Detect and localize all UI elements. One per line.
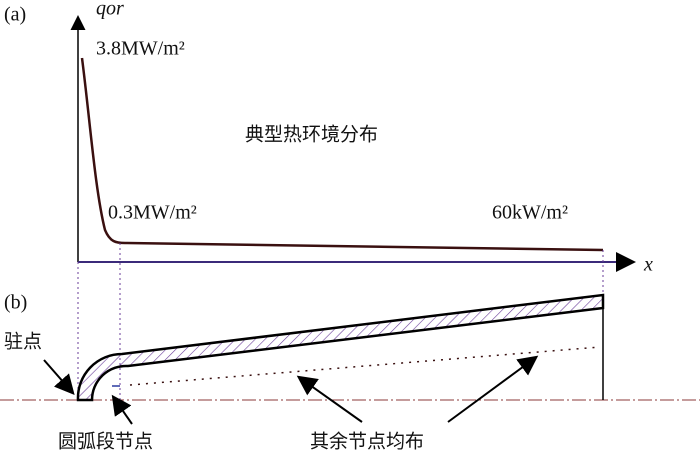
end-label: 60kW/m² [492,202,568,224]
arrow [43,359,75,396]
panel-label: (b) [4,292,27,314]
arrow [447,355,539,423]
shell [76,293,605,402]
mid-label: 0.3MW/m² [108,202,197,224]
arrow [296,375,363,423]
heat-flux-curve [80,57,604,252]
peak-label: 3.8MW/m² [96,38,185,60]
nodes [129,346,601,386]
stagnation-label: 驻点 [4,331,42,353]
x-axis-label: x [643,254,653,276]
panel-label: (a) [4,4,26,26]
title: 典型热环境分布 [245,124,378,146]
y-axis-label: qor [96,0,124,20]
arrow [111,394,133,425]
arc-nodes-label: 圆弧段节点 [58,431,153,453]
other-nodes-label: 其余节点均布 [310,431,424,453]
